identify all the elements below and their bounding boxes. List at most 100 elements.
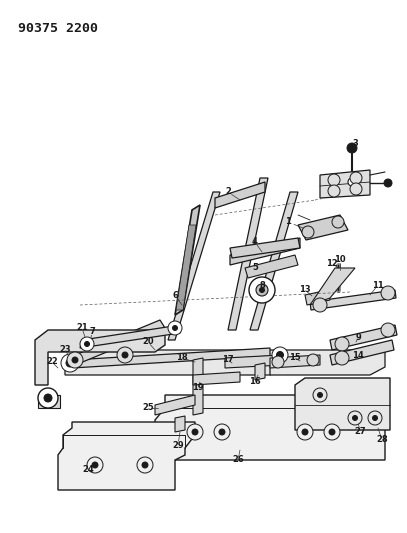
Text: 22: 22: [46, 358, 58, 367]
Text: 2: 2: [225, 188, 231, 197]
Polygon shape: [58, 422, 195, 490]
Circle shape: [67, 352, 83, 368]
Circle shape: [348, 178, 356, 186]
Polygon shape: [168, 192, 220, 340]
Polygon shape: [225, 355, 282, 368]
Polygon shape: [310, 290, 396, 310]
Polygon shape: [230, 238, 300, 265]
Circle shape: [92, 462, 98, 468]
Circle shape: [348, 411, 362, 425]
Circle shape: [302, 429, 308, 435]
Polygon shape: [193, 372, 240, 385]
Circle shape: [347, 143, 357, 153]
Polygon shape: [35, 330, 165, 385]
Text: 90375 2200: 90375 2200: [18, 22, 98, 35]
Circle shape: [72, 357, 78, 363]
Circle shape: [384, 179, 392, 187]
Circle shape: [302, 226, 314, 238]
Text: 7: 7: [89, 327, 95, 336]
Circle shape: [38, 388, 58, 408]
Text: 11: 11: [372, 280, 384, 289]
Text: 6: 6: [172, 290, 178, 300]
Text: 20: 20: [142, 337, 154, 346]
Circle shape: [87, 457, 103, 473]
Circle shape: [85, 342, 90, 346]
Text: 16: 16: [249, 377, 261, 386]
Circle shape: [44, 394, 52, 402]
Polygon shape: [230, 238, 300, 258]
Circle shape: [272, 356, 284, 368]
Polygon shape: [320, 170, 370, 198]
Polygon shape: [330, 340, 394, 365]
Polygon shape: [176, 225, 196, 310]
Text: 10: 10: [334, 255, 346, 264]
Circle shape: [328, 174, 340, 186]
Text: 21: 21: [76, 324, 88, 333]
Circle shape: [142, 462, 148, 468]
Circle shape: [276, 351, 284, 359]
Polygon shape: [295, 378, 390, 430]
Circle shape: [335, 351, 349, 365]
Polygon shape: [68, 320, 165, 368]
Circle shape: [307, 354, 319, 366]
Text: 1: 1: [285, 217, 291, 227]
Circle shape: [329, 429, 335, 435]
Circle shape: [214, 424, 230, 440]
Circle shape: [66, 359, 74, 367]
Text: 24: 24: [82, 465, 94, 474]
Circle shape: [381, 286, 395, 300]
Text: 8: 8: [259, 280, 265, 289]
Text: 4: 4: [252, 238, 258, 246]
Polygon shape: [245, 255, 298, 278]
Polygon shape: [155, 395, 385, 460]
Circle shape: [368, 411, 382, 425]
Text: 14: 14: [352, 351, 364, 359]
Text: 13: 13: [299, 286, 311, 295]
Circle shape: [328, 185, 340, 197]
Polygon shape: [65, 350, 285, 375]
Text: 3: 3: [352, 139, 358, 148]
Polygon shape: [155, 395, 195, 415]
Circle shape: [324, 424, 340, 440]
Polygon shape: [68, 348, 270, 368]
Text: 9: 9: [355, 334, 361, 343]
Text: 28: 28: [376, 435, 388, 445]
Polygon shape: [330, 325, 397, 350]
Polygon shape: [80, 325, 180, 348]
Circle shape: [260, 287, 265, 293]
Polygon shape: [38, 395, 60, 408]
Circle shape: [381, 323, 395, 337]
Polygon shape: [310, 268, 355, 305]
Circle shape: [332, 216, 344, 228]
Circle shape: [173, 326, 177, 330]
Text: 12: 12: [326, 259, 338, 268]
Text: 18: 18: [176, 353, 188, 362]
Circle shape: [137, 457, 153, 473]
Text: 29: 29: [172, 440, 184, 449]
Polygon shape: [255, 363, 265, 380]
Circle shape: [313, 388, 327, 402]
Circle shape: [256, 284, 268, 296]
Circle shape: [61, 354, 79, 372]
Circle shape: [350, 183, 362, 195]
Text: 26: 26: [232, 456, 244, 464]
Polygon shape: [270, 350, 385, 375]
Circle shape: [80, 337, 94, 351]
Polygon shape: [298, 215, 348, 240]
Circle shape: [187, 424, 203, 440]
Circle shape: [117, 347, 133, 363]
Circle shape: [122, 352, 128, 358]
Polygon shape: [215, 182, 265, 208]
Text: 19: 19: [192, 384, 204, 392]
Polygon shape: [175, 205, 200, 315]
Text: 23: 23: [59, 345, 71, 354]
Circle shape: [297, 424, 313, 440]
Polygon shape: [270, 355, 320, 368]
Circle shape: [350, 172, 362, 184]
Circle shape: [335, 337, 349, 351]
Circle shape: [249, 277, 275, 303]
Polygon shape: [250, 192, 298, 330]
Circle shape: [168, 321, 182, 335]
Text: 25: 25: [142, 403, 154, 413]
Circle shape: [372, 416, 378, 421]
